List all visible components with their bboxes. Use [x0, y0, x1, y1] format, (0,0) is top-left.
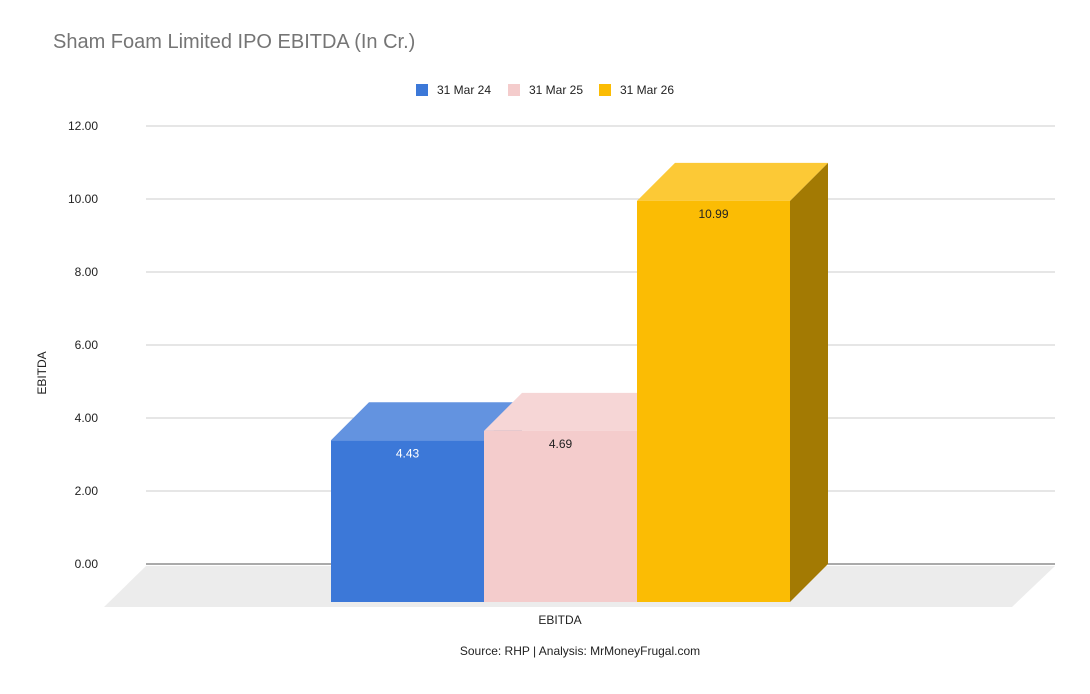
y-axis-ticks: 0.00 2.00 4.00 6.00 8.00 10.00 12.00: [68, 119, 98, 571]
x-axis-label: EBITDA: [538, 613, 581, 627]
data-labels: 4.43 4.69 10.99: [396, 207, 729, 460]
y-tick-label: 10.00: [68, 192, 98, 206]
y-axis-label: EBITDA: [35, 351, 49, 394]
legend-label: 31 Mar 25: [529, 83, 583, 97]
y-tick-label: 4.00: [75, 411, 99, 425]
y-tick-label: 6.00: [75, 338, 99, 352]
bar-front: [637, 200, 790, 603]
bar-top: [331, 402, 522, 441]
legend-item[interactable]: 31 Mar 24: [416, 83, 491, 97]
bar-3[interactable]: [637, 162, 828, 603]
legend-swatch: [508, 84, 520, 96]
chart-title: Sham Foam Limited IPO EBITDA (In Cr.): [53, 31, 416, 53]
bars: [331, 162, 828, 603]
bar-top: [637, 162, 828, 201]
legend-item[interactable]: 31 Mar 26: [599, 83, 674, 97]
source-footnote: Source: RHP | Analysis: MrMoneyFrugal.co…: [459, 644, 701, 658]
bar-front: [484, 430, 637, 602]
legend-label: 31 Mar 24: [437, 83, 491, 97]
data-label: 10.99: [698, 207, 728, 221]
legend-swatch: [599, 84, 611, 96]
data-label: 4.43: [396, 446, 420, 460]
y-tick-label: 2.00: [75, 484, 99, 498]
bar-top: [484, 392, 675, 431]
y-tick-label: 12.00: [68, 119, 98, 133]
legend[interactable]: 31 Mar 24 31 Mar 25 31 Mar 26: [416, 83, 674, 97]
gridlines: [146, 125, 1055, 565]
legend-item[interactable]: 31 Mar 25: [508, 83, 583, 97]
y-tick-label: 0.00: [75, 557, 99, 571]
legend-label: 31 Mar 26: [620, 83, 674, 97]
bar-front: [331, 440, 484, 602]
data-label: 4.69: [549, 437, 573, 451]
legend-swatch: [416, 84, 428, 96]
bar-side: [790, 162, 828, 603]
y-tick-label: 8.00: [75, 265, 99, 279]
